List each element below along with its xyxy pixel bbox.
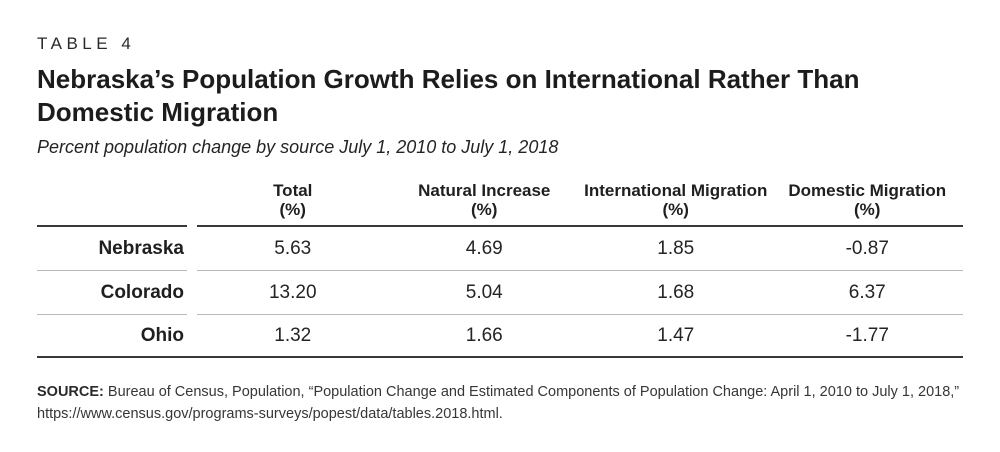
table-header-row: Total (%) Natural Increase (%) Internati…: [37, 181, 964, 227]
column-gap: [187, 315, 197, 356]
table-row-ohio: Ohio 1.32 1.66 1.47 -1.77: [37, 315, 963, 356]
value-cell: 5.04: [465, 281, 503, 303]
value-cell: -0.87: [845, 237, 889, 259]
table-number-kicker: TABLE 4: [37, 34, 136, 53]
column-header-total: Total (%): [197, 181, 389, 225]
column-header-unit: (%): [279, 200, 306, 219]
value-cell: 4.69: [465, 237, 503, 259]
row-label: Colorado: [100, 281, 184, 303]
column-gap: [187, 227, 197, 271]
row-label: Nebraska: [98, 237, 184, 259]
row-label: Ohio: [140, 324, 184, 346]
value-cell: -1.77: [845, 324, 889, 346]
value-cell: 6.37: [848, 281, 886, 303]
value-cell: 1.66: [465, 324, 503, 346]
column-header-label: Natural Increase: [418, 181, 551, 200]
row-cells: 13.20 5.04 1.68 6.37: [197, 271, 963, 315]
value-cell: 1.47: [657, 324, 695, 346]
source-label: SOURCE:: [37, 384, 104, 400]
table-row-nebraska: Nebraska 5.63 4.69 1.85 -0.87: [37, 227, 963, 271]
column-header-label: Total: [273, 181, 313, 200]
value-cell: 13.20: [268, 281, 317, 303]
column-header-natural-increase: Natural Increase (%): [389, 181, 581, 225]
value-cell: 5.63: [274, 237, 312, 259]
table-subtitle: Percent population change by source July…: [37, 137, 559, 157]
value-cell: 1.68: [657, 281, 695, 303]
column-header-label: Domestic Migration: [788, 181, 947, 200]
row-label-cell: Colorado: [37, 271, 187, 315]
column-gap: [187, 271, 197, 315]
column-header-label: International Migration: [584, 181, 768, 200]
report-table-figure: TABLE 4 Nebraska’s Population Growth Rel…: [37, 34, 964, 425]
header-row-label-spacer: [37, 184, 187, 227]
table-row-colorado: Colorado 13.20 5.04 1.68 6.37: [37, 271, 963, 315]
column-header-unit: (%): [662, 200, 689, 219]
row-label-cell: Nebraska: [37, 227, 187, 271]
column-header-domestic-migration: Domestic Migration (%): [772, 181, 964, 225]
header-cells: Total (%) Natural Increase (%) Internati…: [197, 181, 964, 227]
column-header-unit: (%): [471, 200, 498, 219]
row-cells: 5.63 4.69 1.85 -0.87: [197, 227, 963, 271]
row-label-cell: Ohio: [37, 315, 187, 356]
column-header-international-migration: International Migration (%): [580, 181, 772, 225]
source-text: Bureau of Census, Population, “Populatio…: [37, 384, 960, 422]
table-title: Nebraska’s Population Growth Relies on I…: [37, 64, 860, 127]
value-cell: 1.32: [274, 324, 312, 346]
data-table: Total (%) Natural Increase (%) Internati…: [37, 181, 964, 358]
row-cells: 1.32 1.66 1.47 -1.77: [197, 315, 963, 356]
source-note: SOURCE: Bureau of Census, Population, “P…: [37, 381, 963, 425]
column-header-unit: (%): [854, 200, 881, 219]
value-cell: 1.85: [657, 237, 695, 259]
column-gap: [187, 184, 197, 227]
